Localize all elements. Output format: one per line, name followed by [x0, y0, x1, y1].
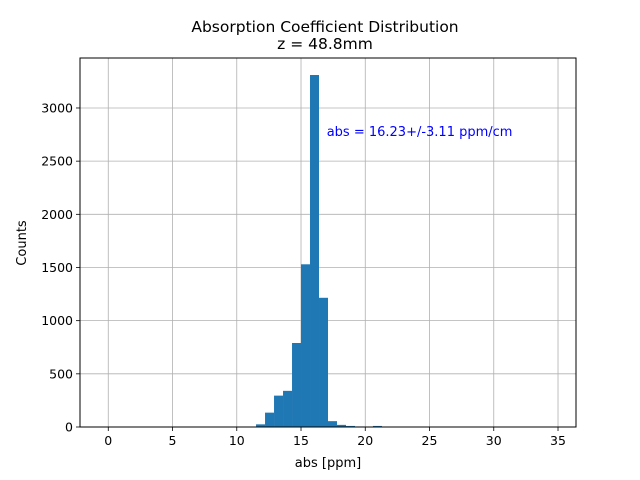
y-tick-label: 2500	[41, 154, 73, 169]
x-tick-label: 10	[229, 433, 245, 448]
y-tick-label: 500	[49, 366, 73, 381]
x-tick-label: 0	[104, 433, 112, 448]
histogram-bar	[292, 342, 302, 427]
y-axis-ticks: 0 500 1000 1500 2000 2500 3000	[41, 100, 80, 435]
histogram-bar	[265, 412, 275, 427]
histogram-bar	[283, 390, 293, 427]
x-tick-label: 15	[293, 433, 309, 448]
histogram-bar	[301, 264, 311, 427]
y-tick-label: 0	[65, 420, 73, 435]
histogram-bar	[372, 425, 382, 427]
y-tick-label: 2000	[41, 207, 73, 222]
histogram-bar	[274, 395, 284, 427]
histogram-bar	[310, 75, 320, 428]
x-axis-ticks: 0 5 10 15 20 25 30 35	[104, 427, 566, 448]
y-tick-label: 3000	[41, 100, 73, 115]
plot-frame	[79, 57, 577, 428]
x-tick-label: 20	[357, 433, 373, 448]
chart-subtitle: z = 48.8mm	[277, 35, 373, 53]
histogram-bar	[345, 425, 355, 427]
grid-lines	[80, 58, 576, 428]
histogram-bars	[256, 75, 382, 428]
chart-title: Absorption Coefficient Distribution	[191, 18, 458, 36]
stats-annotation: abs = 16.23+/-3.11 ppm/cm	[327, 125, 513, 140]
x-tick-label: 30	[486, 433, 502, 448]
histogram-bar	[319, 297, 328, 427]
histogram-bar	[328, 421, 337, 427]
x-tick-label: 5	[169, 433, 177, 448]
x-tick-label: 25	[422, 433, 438, 448]
histogram-bar	[256, 424, 266, 427]
x-axis-label: abs [ppm]	[295, 456, 361, 471]
x-tick-label: 35	[550, 433, 566, 448]
y-tick-label: 1000	[41, 313, 73, 328]
y-tick-label: 1500	[41, 260, 73, 275]
y-axis-label: Counts	[15, 220, 30, 266]
histogram-bar	[336, 424, 346, 427]
